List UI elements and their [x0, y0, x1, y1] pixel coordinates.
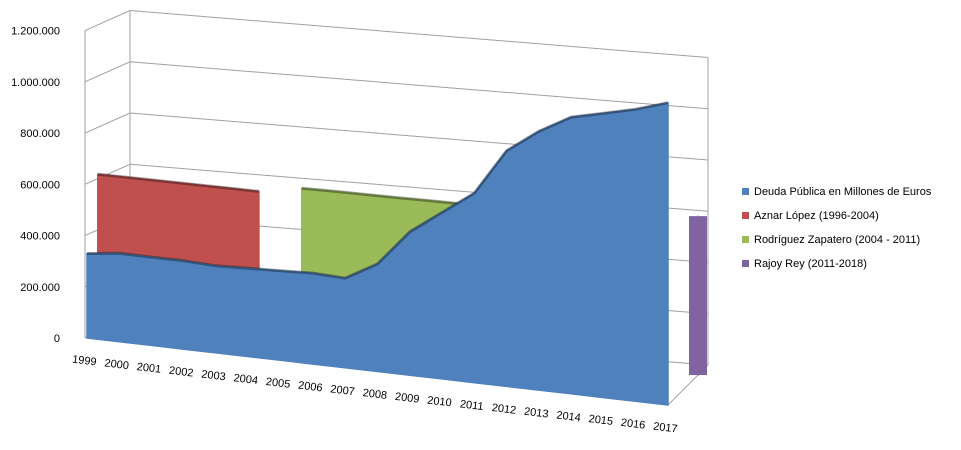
- y-tick-label: 800.000: [20, 128, 60, 140]
- legend-swatch: [742, 188, 749, 195]
- x-tick-label: 2006: [297, 380, 323, 395]
- x-tick-label: 2000: [104, 357, 130, 372]
- y-axis: 0 200.000 400.000 600.000 800.000 1.000.000 1.…: [11, 26, 60, 345]
- x-tick-label: 2003: [201, 368, 227, 383]
- y-tick-label: 200.000: [20, 282, 60, 294]
- x-tick-label: 2007: [330, 383, 356, 398]
- y-tick-label: 600.000: [20, 179, 60, 191]
- x-axis: 1999 2000 2001 2002 2003 2004 2005 2006 2007 2008…: [71, 354, 678, 436]
- y-tick-label: 1.200.000: [11, 26, 60, 38]
- legend-label: Rajoy Rey (2011-2018): [754, 258, 867, 270]
- legend-swatch: [742, 236, 749, 243]
- gridline-side: [84, 163, 131, 185]
- x-tick-label: 2017: [652, 421, 678, 436]
- area-top-edge-series-2: [97, 172, 260, 193]
- x-tick-label: 2011: [459, 398, 484, 413]
- legend-swatch: [742, 260, 749, 267]
- y-tick-label: 0: [54, 333, 60, 345]
- legend-label: Aznar López (1996-2004): [754, 210, 879, 222]
- y-tick-label: 1.000.000: [11, 77, 60, 89]
- legend: Deuda Pública en Millones de Euros Aznar …: [742, 186, 932, 270]
- legend-swatch: [742, 212, 749, 219]
- x-tick-label: 2002: [168, 365, 194, 380]
- x-tick-label: 2014: [556, 409, 582, 424]
- x-tick-label: 2005: [265, 376, 291, 391]
- gridline-side: [84, 10, 131, 32]
- x-tick-label: 2012: [491, 402, 517, 417]
- legend-label: Rodríguez Zapatero (2004 - 2011): [754, 234, 920, 246]
- gridline: [129, 10, 709, 59]
- legend-label: Deuda Pública en Millones de Euros: [754, 186, 932, 198]
- x-tick-label: 2016: [620, 417, 646, 432]
- x-tick-label: 2008: [362, 387, 388, 402]
- area-series-1: [86, 101, 669, 406]
- area-top-edge-series-1: [86, 101, 669, 280]
- gridline-side: [84, 61, 131, 83]
- x-tick-label: 2010: [427, 395, 453, 410]
- x-tick-label: 2009: [394, 391, 420, 406]
- gridline: [129, 61, 709, 110]
- x-tick-label: 2004: [233, 372, 259, 387]
- y-tick-label: 400.000: [20, 231, 60, 243]
- x-tick-label: 1999: [71, 354, 97, 369]
- x-tick-label: 2013: [523, 406, 549, 421]
- gridline-side: [84, 112, 131, 134]
- plot-area: [86, 101, 707, 406]
- x-tick-label: 2001: [136, 361, 162, 376]
- x-tick-label: 2015: [588, 413, 614, 428]
